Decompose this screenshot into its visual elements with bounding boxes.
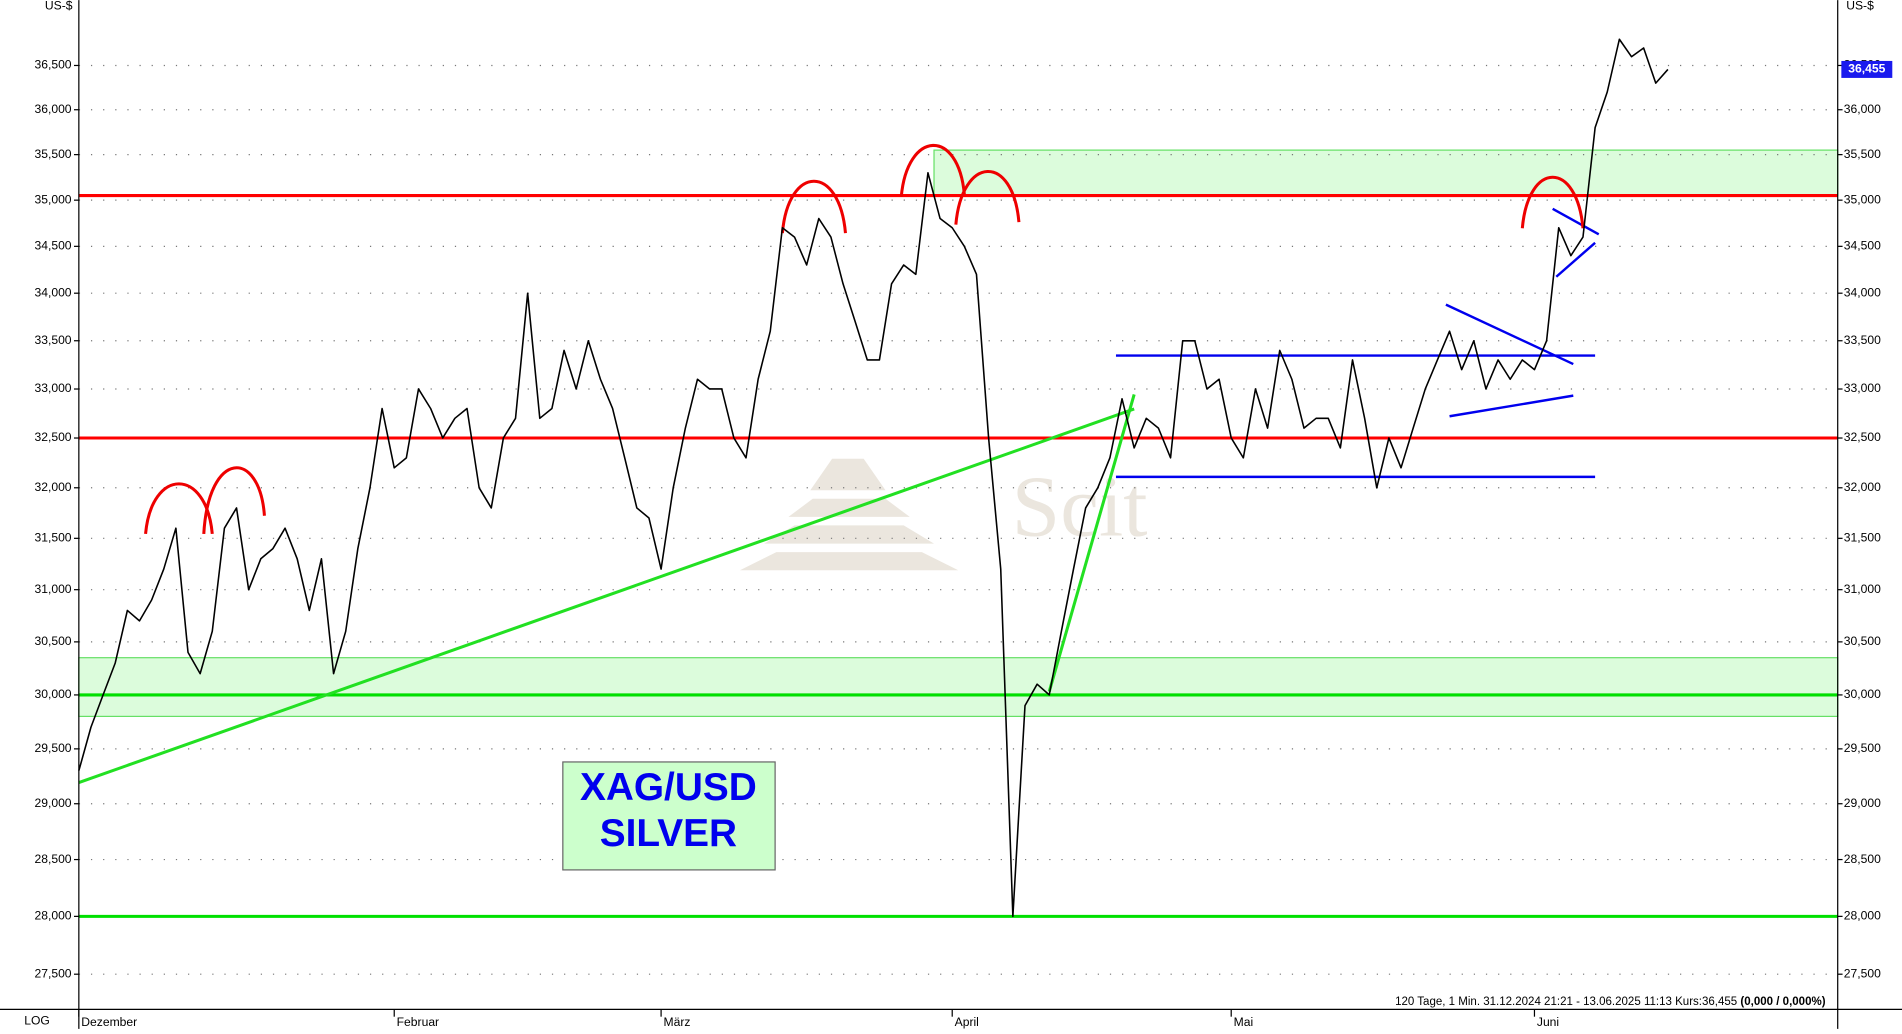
x-tick-label: Februar bbox=[397, 1015, 439, 1029]
watermark-logo bbox=[739, 458, 959, 571]
logo-step bbox=[810, 458, 886, 491]
series-name: XAG/USD bbox=[580, 766, 757, 809]
y-tick-label: 30,000 bbox=[34, 687, 71, 701]
y-tick-label: 30,500 bbox=[1844, 634, 1881, 648]
y-tick-label: 29,000 bbox=[1844, 796, 1881, 810]
trendline bbox=[1047, 393, 1136, 693]
y-tick-label: 32,000 bbox=[34, 480, 71, 494]
x-tick-label: Juni bbox=[1537, 1015, 1559, 1029]
top-arc bbox=[202, 466, 266, 534]
y-tick-label: 35,500 bbox=[1844, 147, 1881, 161]
x-tick-label: Dezember bbox=[81, 1015, 137, 1029]
triangle-line bbox=[1449, 394, 1574, 418]
price-line bbox=[78, 38, 1669, 918]
top-arc bbox=[954, 170, 1021, 225]
grid: 27,500 27,500 28,000 28,000 28,500 28,500 29,0… bbox=[34, 58, 1881, 1029]
levels bbox=[78, 194, 1838, 918]
triangle-line bbox=[1555, 241, 1596, 278]
background-layer bbox=[78, 149, 1839, 718]
y-unit: US-$ bbox=[1846, 0, 1874, 12]
y-tick-label: 29,500 bbox=[1844, 741, 1881, 755]
y-tick-label: 31,500 bbox=[34, 531, 71, 545]
logo-step bbox=[764, 525, 935, 544]
y-tick-label: 35,500 bbox=[34, 147, 71, 161]
y-tick-label: 29,500 bbox=[34, 741, 71, 755]
y-tick-label: 36,000 bbox=[1844, 102, 1881, 116]
y-tick-label: 34,000 bbox=[34, 285, 71, 299]
y-tick-label: 27,500 bbox=[1844, 966, 1881, 980]
x-tick-label: April bbox=[955, 1015, 979, 1029]
y-tick-label: 30,500 bbox=[34, 634, 71, 648]
y-tick-label: 31,000 bbox=[1844, 582, 1881, 596]
top-arc bbox=[144, 482, 214, 535]
y-tick-label: 32,000 bbox=[1844, 480, 1881, 494]
y-tick-label: 31,500 bbox=[1844, 531, 1881, 545]
log-label: LOG bbox=[24, 1014, 50, 1028]
y-tick-label: 29,000 bbox=[34, 796, 71, 810]
x-tick-label: Mai bbox=[1234, 1015, 1254, 1029]
y-tick-label: 31,000 bbox=[34, 582, 71, 596]
subtitle: SILVER bbox=[600, 812, 737, 855]
y-tick-label: 28,000 bbox=[34, 909, 71, 923]
y-tick-label: 33,500 bbox=[34, 333, 71, 347]
top-arc bbox=[1520, 175, 1585, 229]
y-tick-label: 28,500 bbox=[34, 852, 71, 866]
y-tick-label: 28,500 bbox=[1844, 852, 1881, 866]
title-box bbox=[562, 761, 776, 871]
zone bbox=[933, 149, 1839, 197]
drawings bbox=[78, 143, 1600, 785]
y-tick-label: 33,500 bbox=[1844, 333, 1881, 347]
y-tick-label: 32,500 bbox=[34, 430, 71, 444]
trendline bbox=[78, 407, 1135, 785]
y-tick-label: 34,500 bbox=[1844, 239, 1881, 253]
top-arc bbox=[899, 143, 966, 197]
triangle-line bbox=[1445, 303, 1574, 366]
y-tick-label: 28,000 bbox=[1844, 909, 1881, 923]
footer: 120 Tage, 1 Min. 31.12.2024 21:21 - 13.0… bbox=[1395, 996, 1826, 1008]
footer-text: 120 Tage, 1 Min. 31.12.2024 21:21 - 13.0… bbox=[1395, 996, 1737, 1008]
y-unit: US-$ bbox=[45, 0, 73, 12]
logo-step bbox=[788, 498, 910, 517]
top-arc bbox=[780, 179, 847, 234]
logo-step bbox=[739, 552, 959, 571]
zone bbox=[78, 657, 1839, 718]
y-tick-label: 33,000 bbox=[1844, 381, 1881, 395]
y-tick-label: 36,000 bbox=[34, 102, 71, 116]
last-price-box bbox=[1841, 60, 1893, 78]
y-tick-label: 32,500 bbox=[1844, 430, 1881, 444]
x-tick-label: März bbox=[664, 1015, 691, 1029]
y-tick-label: 36,500 bbox=[34, 58, 71, 72]
price-layer bbox=[78, 38, 1669, 918]
y-tick-label: 27,500 bbox=[34, 966, 71, 980]
y-tick-label: 30,000 bbox=[1844, 687, 1881, 701]
footer-change: (0,000 / 0,000%) bbox=[1740, 996, 1825, 1008]
y-tick-label: 34,500 bbox=[34, 239, 71, 253]
y-tick-label: 33,000 bbox=[34, 381, 71, 395]
y-tick-label: 35,000 bbox=[34, 192, 71, 206]
last-price-label: 36,455 bbox=[1848, 62, 1885, 76]
y-tick-label: 34,000 bbox=[1844, 285, 1881, 299]
triangle-line bbox=[1552, 207, 1600, 236]
y-tick-label: 35,000 bbox=[1844, 192, 1881, 206]
